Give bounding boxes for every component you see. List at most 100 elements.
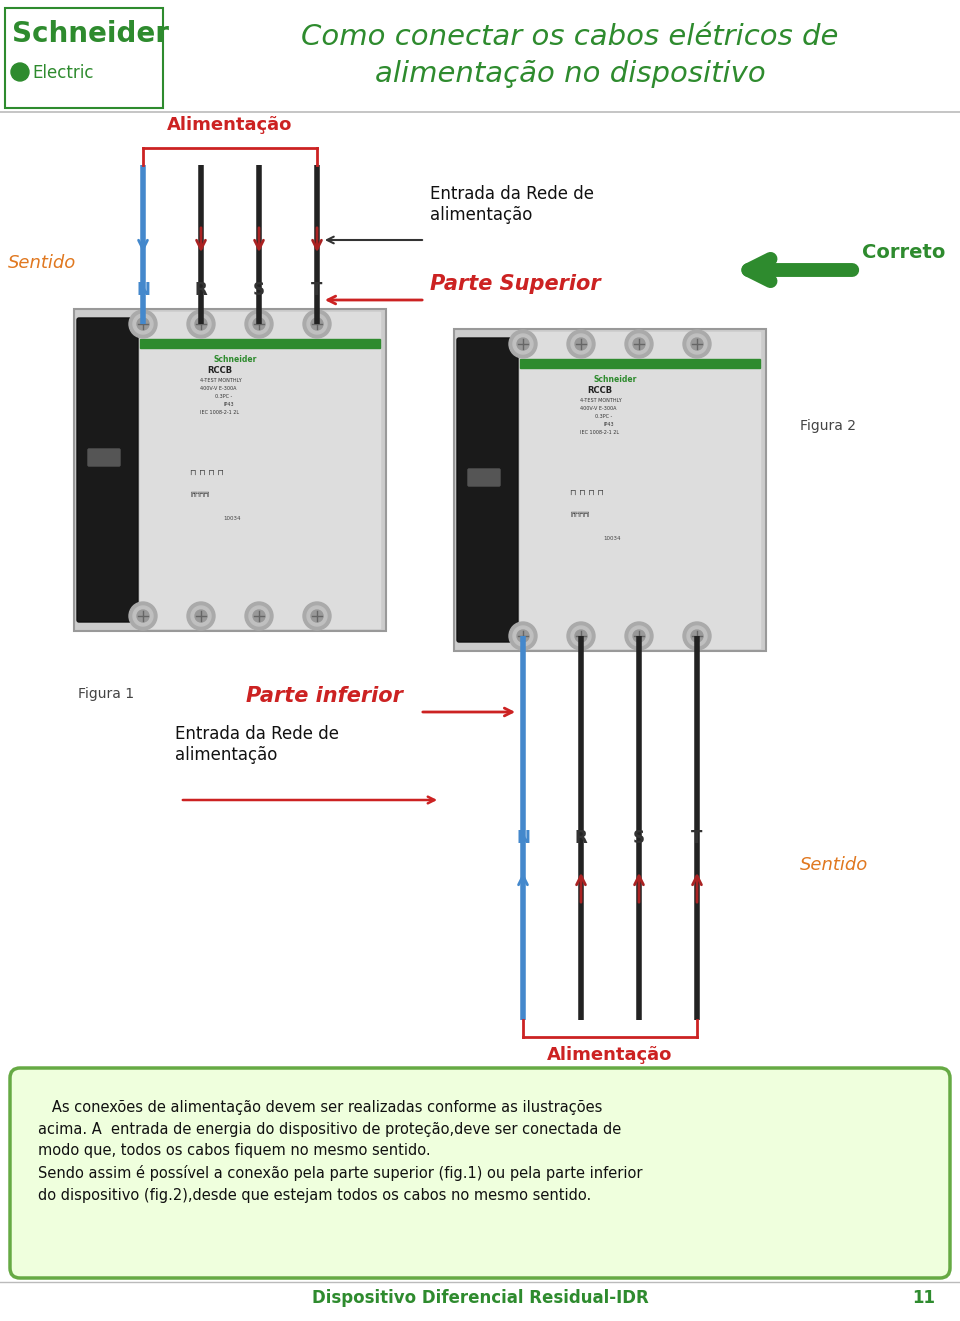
Circle shape [11, 63, 29, 81]
Text: N: N [136, 281, 150, 299]
Text: S: S [253, 281, 265, 299]
FancyBboxPatch shape [88, 449, 120, 466]
Text: 0.3PC -: 0.3PC - [215, 394, 232, 399]
Circle shape [249, 606, 269, 626]
Circle shape [133, 314, 153, 334]
Text: ╔╦╦╦╗: ╔╦╦╦╗ [570, 511, 591, 517]
Text: Parte inferior: Parte inferior [246, 686, 403, 705]
Text: Schneider: Schneider [12, 20, 169, 48]
Text: 4-TEST MONTHLY: 4-TEST MONTHLY [200, 378, 242, 383]
Circle shape [629, 626, 649, 646]
Text: IP43: IP43 [603, 421, 613, 427]
Circle shape [191, 314, 211, 334]
Circle shape [187, 310, 215, 338]
Text: 11: 11 [912, 1289, 935, 1306]
Text: ⊓ ⊓ ⊓ ⊓: ⊓ ⊓ ⊓ ⊓ [570, 487, 604, 497]
FancyBboxPatch shape [468, 469, 500, 486]
Text: Como conectar os cabos elétricos de: Como conectar os cabos elétricos de [301, 22, 839, 52]
Circle shape [687, 334, 707, 354]
Text: ⊓ ⊓ ⊓ ⊓: ⊓ ⊓ ⊓ ⊓ [190, 468, 224, 477]
Circle shape [567, 622, 595, 650]
Text: Sentido: Sentido [800, 856, 868, 875]
Circle shape [137, 318, 149, 330]
Circle shape [129, 310, 157, 338]
Circle shape [629, 334, 649, 354]
Text: Sentido: Sentido [8, 254, 76, 272]
Text: RCCB: RCCB [587, 386, 612, 395]
Circle shape [253, 610, 265, 622]
Circle shape [683, 622, 711, 650]
Circle shape [311, 610, 323, 622]
Circle shape [245, 310, 273, 338]
Circle shape [509, 622, 537, 650]
Circle shape [575, 630, 587, 642]
Circle shape [129, 602, 157, 630]
Circle shape [245, 602, 273, 630]
Text: IP43: IP43 [223, 402, 233, 407]
Circle shape [571, 626, 591, 646]
Circle shape [633, 630, 645, 642]
Bar [520, 359, 760, 369]
Circle shape [191, 606, 211, 626]
Text: 400V-V E-300A: 400V-V E-300A [200, 386, 236, 391]
FancyBboxPatch shape [454, 329, 766, 651]
Circle shape [691, 338, 703, 350]
Text: 10034: 10034 [603, 536, 620, 542]
Circle shape [517, 338, 529, 350]
Circle shape [303, 602, 331, 630]
Text: ╔╦╦╦╗: ╔╦╦╦╗ [190, 491, 211, 497]
Circle shape [575, 338, 587, 350]
Bar [140, 339, 380, 347]
Text: Alimentação: Alimentação [547, 1046, 673, 1063]
Text: R: R [575, 830, 588, 847]
FancyBboxPatch shape [5, 8, 163, 108]
Text: As conexões de alimentação devem ser realizadas conforme as ilustrações
acima. A: As conexões de alimentação devem ser rea… [38, 1100, 642, 1203]
Text: Parte Superior: Parte Superior [430, 273, 601, 295]
Text: Entrada da Rede de
alimentação: Entrada da Rede de alimentação [175, 725, 339, 764]
Circle shape [567, 330, 595, 358]
Text: Schneider: Schneider [213, 355, 256, 365]
Circle shape [517, 630, 529, 642]
Circle shape [253, 318, 265, 330]
Text: T: T [311, 281, 323, 299]
Circle shape [307, 314, 327, 334]
Text: R: R [195, 281, 207, 299]
Text: Correto: Correto [862, 243, 946, 262]
FancyBboxPatch shape [77, 318, 138, 622]
Bar [520, 332, 760, 649]
Text: 400V-V E-300A: 400V-V E-300A [580, 406, 616, 411]
Circle shape [513, 334, 533, 354]
Circle shape [683, 330, 711, 358]
Text: 0.3PC -: 0.3PC - [595, 413, 612, 419]
Circle shape [625, 622, 653, 650]
Text: IEC 1008-2-1 2L: IEC 1008-2-1 2L [200, 410, 239, 415]
FancyBboxPatch shape [457, 338, 518, 642]
Text: 4-TEST MONTHLY: 4-TEST MONTHLY [580, 398, 622, 403]
Circle shape [691, 630, 703, 642]
Circle shape [187, 602, 215, 630]
Text: N: N [516, 830, 530, 847]
Circle shape [625, 330, 653, 358]
Text: Electric: Electric [32, 63, 93, 82]
FancyBboxPatch shape [74, 309, 386, 631]
Circle shape [195, 610, 207, 622]
Text: T: T [691, 830, 703, 847]
Text: Figura 1: Figura 1 [78, 687, 134, 701]
Circle shape [137, 610, 149, 622]
Text: Schneider: Schneider [593, 375, 636, 384]
Circle shape [249, 314, 269, 334]
Circle shape [687, 626, 707, 646]
Circle shape [509, 330, 537, 358]
Circle shape [633, 338, 645, 350]
Text: Entrada da Rede de
alimentação: Entrada da Rede de alimentação [430, 185, 594, 225]
FancyBboxPatch shape [10, 1067, 950, 1277]
Text: IEC 1008-2-1 2L: IEC 1008-2-1 2L [580, 431, 619, 435]
Text: Alimentação: Alimentação [167, 116, 293, 133]
Text: 10034: 10034 [223, 517, 241, 520]
Circle shape [195, 318, 207, 330]
Text: Dispositivo Diferencial Residual-IDR: Dispositivo Diferencial Residual-IDR [312, 1289, 648, 1306]
Circle shape [303, 310, 331, 338]
Text: alimentação no dispositivo: alimentação no dispositivo [374, 59, 765, 89]
Text: Figura 2: Figura 2 [800, 419, 856, 433]
Text: S: S [633, 830, 645, 847]
